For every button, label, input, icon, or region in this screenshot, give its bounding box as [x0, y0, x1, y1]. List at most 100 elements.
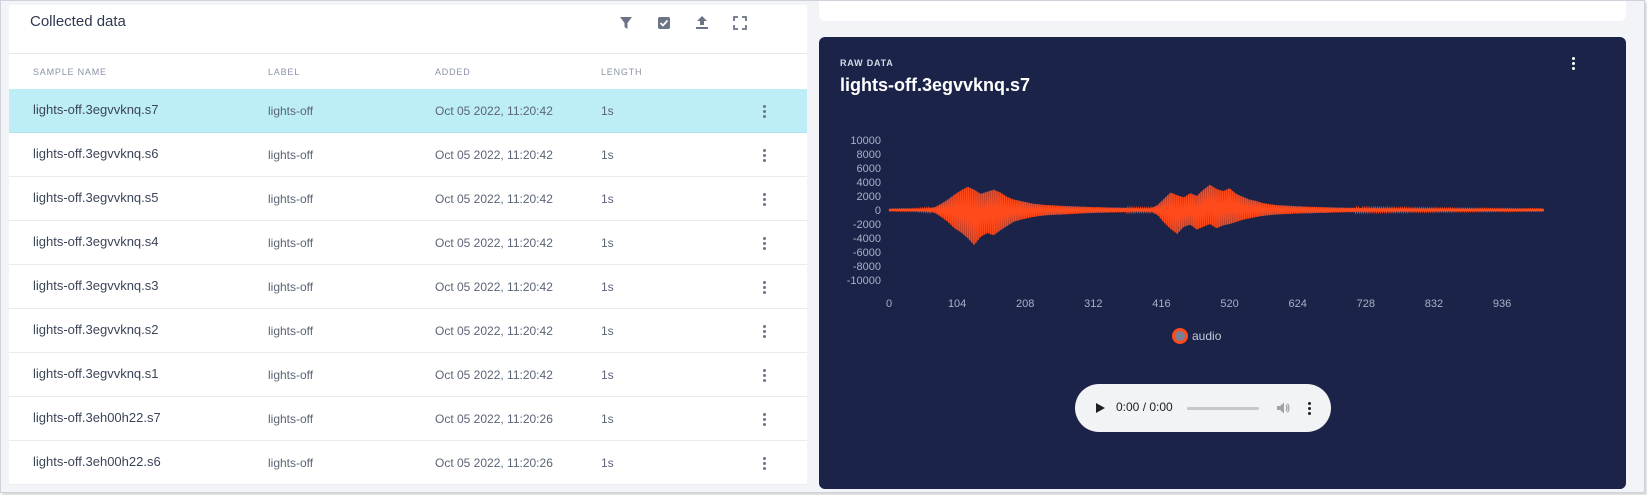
x-tick-label: 624	[1289, 298, 1307, 310]
label-cell: lights-off	[268, 104, 314, 118]
table-row[interactable]: lights-off.3eh00h22.s7 lights-off Oct 05 2…	[9, 397, 807, 441]
row-menu-icon[interactable]	[759, 411, 771, 427]
table-row[interactable]: lights-off.3egvvknq.s4 lights-off Oct 05 2…	[9, 221, 807, 265]
y-tick-label: 6000	[857, 163, 881, 175]
x-tick-label: 312	[1084, 298, 1102, 310]
sample-name-cell: lights-off.3egvvknq.s1	[33, 366, 159, 381]
play-icon[interactable]	[1093, 401, 1107, 415]
length-cell: 1s	[601, 324, 614, 338]
row-menu-icon[interactable]	[759, 235, 771, 251]
row-menu-icon[interactable]	[759, 279, 771, 295]
sample-name-cell: lights-off.3egvvknq.s4	[33, 234, 159, 249]
added-cell: Oct 05 2022, 11:20:42	[435, 280, 553, 294]
table-row[interactable]: lights-off.3egvvknq.s3 lights-off Oct 05 2…	[9, 265, 807, 309]
y-tick-label: 4000	[857, 177, 881, 189]
series-line-audio	[888, 184, 1544, 245]
column-header-sample-name[interactable]: SAMPLE NAME	[33, 67, 107, 77]
added-cell: Oct 05 2022, 11:20:26	[435, 412, 553, 426]
x-tick-label: 0	[886, 298, 892, 310]
added-cell: Oct 05 2022, 11:20:42	[435, 324, 553, 338]
legend-marker-inner	[1175, 331, 1185, 341]
sample-name-cell: lights-off.3egvvknq.s3	[33, 278, 159, 293]
row-menu-icon[interactable]	[759, 323, 771, 339]
checkbox-icon[interactable]	[655, 14, 673, 32]
label-cell: lights-off	[268, 236, 314, 250]
added-cell: Oct 05 2022, 11:20:42	[435, 148, 553, 162]
label-cell: lights-off	[268, 456, 314, 470]
filter-icon[interactable]	[617, 14, 635, 32]
audio-player: 0:00 / 0:00	[1075, 384, 1331, 432]
length-cell: 1s	[601, 236, 614, 250]
column-header-added[interactable]: ADDED	[435, 67, 471, 77]
label-cell: lights-off	[268, 148, 314, 162]
added-cell: Oct 05 2022, 11:20:26	[435, 456, 553, 470]
sample-name-cell: lights-off.3egvvknq.s7	[33, 102, 159, 117]
label-cell: lights-off	[268, 192, 314, 206]
table-row[interactable]: lights-off.3egvvknq.s7 lights-off Oct 05 2…	[9, 89, 807, 133]
length-cell: 1s	[601, 104, 614, 118]
upload-icon[interactable]	[693, 14, 711, 32]
length-cell: 1s	[601, 456, 614, 470]
row-menu-icon[interactable]	[759, 103, 771, 119]
x-tick-label: 728	[1357, 298, 1375, 310]
sample-name-cell: lights-off.3eh00h22.s7	[33, 410, 161, 425]
label-cell: lights-off	[268, 412, 314, 426]
added-cell: Oct 05 2022, 11:20:42	[435, 192, 553, 206]
audio-time: 0:00 / 0:00	[1116, 400, 1173, 414]
raw-data-chart: 10000 8000 6000 4000 2000 0 -2000 -4000 -6000 -80…	[847, 135, 1544, 344]
table-row[interactable]: lights-off.3egvvknq.s1 lights-off Oct 05 2…	[9, 353, 807, 397]
x-tick-label: 104	[948, 298, 966, 310]
length-cell: 1s	[601, 192, 614, 206]
row-menu-icon[interactable]	[759, 455, 771, 471]
y-tick-label: 10000	[850, 135, 881, 147]
audio-progress-track[interactable]	[1187, 407, 1259, 410]
added-cell: Oct 05 2022, 11:20:42	[435, 236, 553, 250]
collected-data-panel: Collected data SAMPLE NAME LABEL ADDED L…	[9, 5, 807, 485]
volume-icon[interactable]	[1275, 400, 1291, 416]
raw-data-kicker: RAW DATA	[840, 58, 894, 68]
row-menu-icon[interactable]	[759, 147, 771, 163]
sample-name-cell: lights-off.3eh00h22.s6	[33, 454, 161, 469]
label-cell: lights-off	[268, 368, 314, 382]
table-row[interactable]: lights-off.3eh00h22.s6 lights-off Oct 05 2…	[9, 441, 807, 485]
x-tick-label: 832	[1425, 298, 1443, 310]
y-tick-label: -8000	[853, 261, 881, 273]
x-tick-label: 416	[1152, 298, 1170, 310]
length-cell: 1s	[601, 280, 614, 294]
y-tick-label: -2000	[853, 219, 881, 231]
table-row[interactable]: lights-off.3egvvknq.s6 lights-off Oct 05 2…	[9, 133, 807, 177]
length-cell: 1s	[601, 412, 614, 426]
table-row[interactable]: lights-off.3egvvknq.s2 lights-off Oct 05 2…	[9, 309, 807, 353]
raw-data-card: RAW DATA lights-off.3egvvknq.s7 10000 800…	[819, 37, 1626, 489]
raw-data-menu-icon[interactable]	[1567, 55, 1581, 73]
panel-header: Collected data	[9, 5, 807, 54]
y-tick-label: -4000	[853, 233, 881, 245]
table-header: SAMPLE NAME LABEL ADDED LENGTH	[9, 53, 807, 89]
sample-name-cell: lights-off.3egvvknq.s2	[33, 322, 159, 337]
x-tick-label: 936	[1493, 298, 1511, 310]
sample-name-cell: lights-off.3egvvknq.s5	[33, 190, 159, 205]
row-menu-icon[interactable]	[759, 367, 771, 383]
length-cell: 1s	[601, 368, 614, 382]
x-tick-label: 208	[1016, 298, 1034, 310]
y-tick-label: 8000	[857, 149, 881, 161]
top-card	[819, 1, 1626, 21]
label-cell: lights-off	[268, 280, 314, 294]
fullscreen-icon[interactable]	[731, 14, 749, 32]
column-header-length[interactable]: LENGTH	[601, 67, 643, 77]
legend-label-audio[interactable]: audio	[1192, 329, 1222, 343]
table-row[interactable]: lights-off.3egvvknq.s5 lights-off Oct 05 2…	[9, 177, 807, 221]
row-menu-icon[interactable]	[759, 191, 771, 207]
panel-title: Collected data	[30, 13, 126, 30]
column-header-label[interactable]: LABEL	[268, 67, 301, 77]
added-cell: Oct 05 2022, 11:20:42	[435, 104, 553, 118]
y-tick-label: -10000	[847, 275, 881, 287]
audio-more-icon[interactable]	[1305, 400, 1315, 416]
label-cell: lights-off	[268, 324, 314, 338]
y-tick-label: 0	[875, 205, 881, 217]
x-tick-label: 520	[1220, 298, 1238, 310]
added-cell: Oct 05 2022, 11:20:42	[435, 368, 553, 382]
sample-name-cell: lights-off.3egvvknq.s6	[33, 146, 159, 161]
y-tick-label: 2000	[857, 191, 881, 203]
